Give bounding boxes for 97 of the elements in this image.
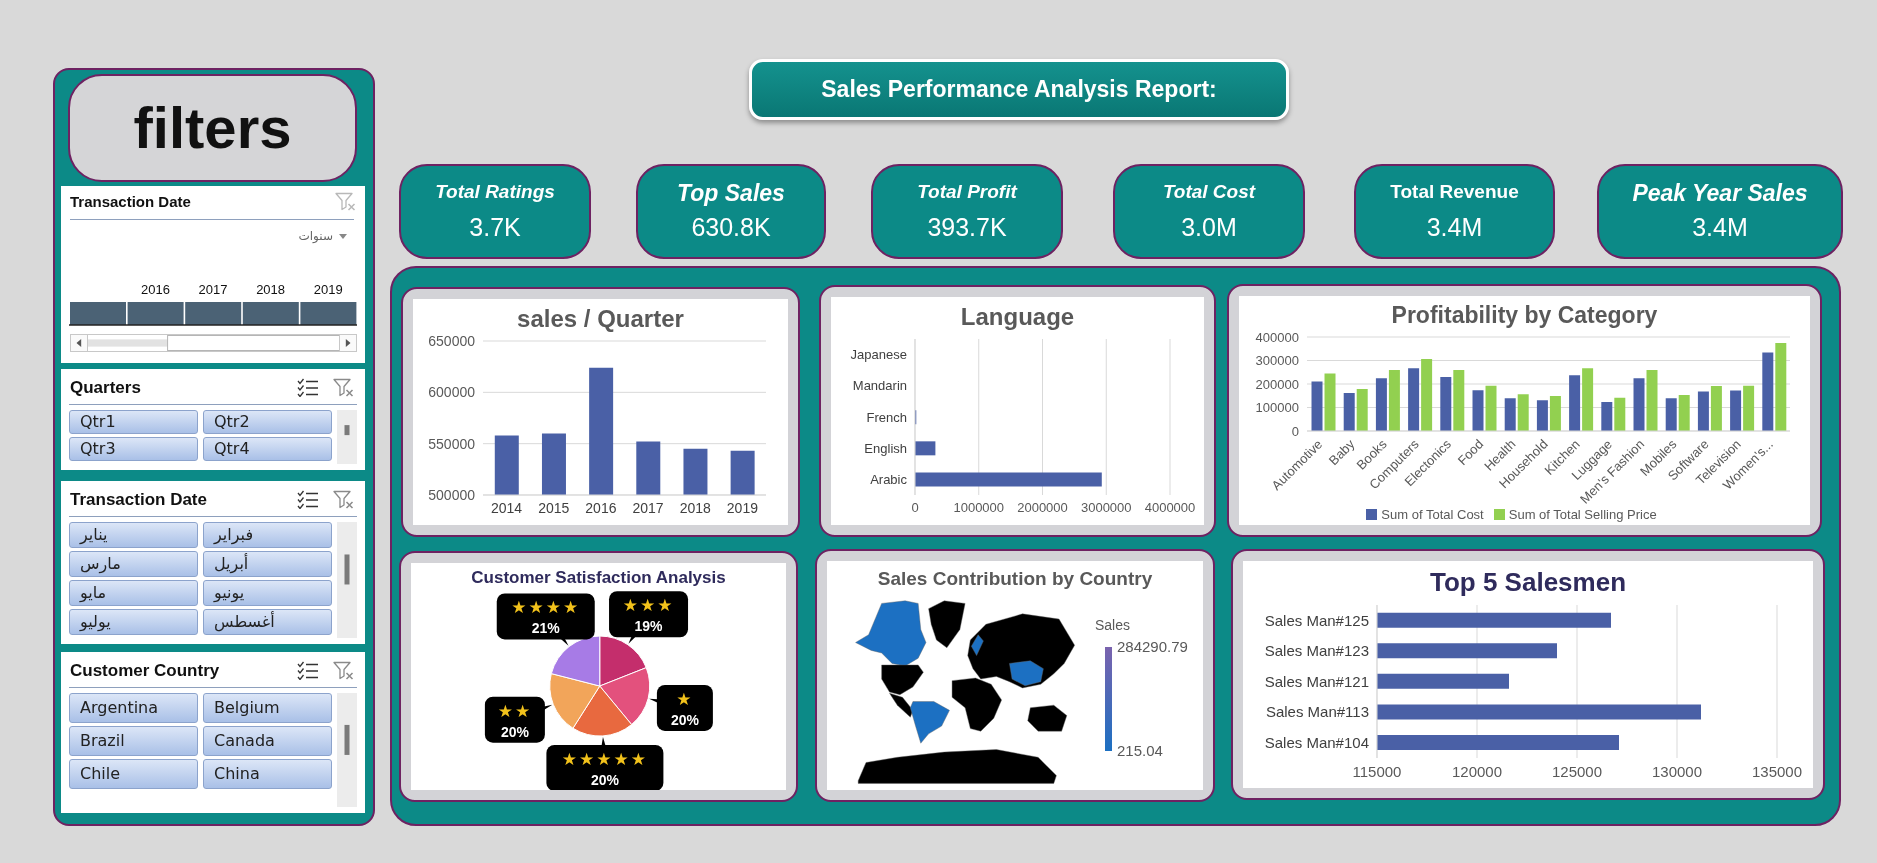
filter-button: Belgium bbox=[203, 693, 332, 723]
y-tick-label: Arabic bbox=[870, 472, 908, 488]
y-tick-label: Mandarin bbox=[852, 378, 907, 394]
text: Peak Year Sales bbox=[1631, 179, 1809, 208]
slice-label: ★★★ bbox=[622, 595, 675, 616]
text: filters bbox=[132, 94, 293, 162]
text: 284290.79 bbox=[1117, 637, 1189, 657]
chart-title: Language bbox=[959, 302, 1076, 332]
y-tick-label: Sales Man#123 bbox=[1264, 642, 1369, 660]
filter-button: يونيو bbox=[203, 580, 332, 606]
filter-button: Canada bbox=[203, 726, 332, 756]
text: 3.0M bbox=[1180, 212, 1238, 242]
slice-label: ★ bbox=[676, 688, 694, 709]
y-tick-label: 550000 bbox=[428, 435, 476, 452]
x-tick-label: 2019 bbox=[726, 499, 759, 516]
chart-title: sales / Quarter bbox=[517, 305, 684, 332]
x-tick-label: 2018 bbox=[679, 499, 712, 516]
y-tick-label: Sales Man#104 bbox=[1264, 734, 1369, 752]
data-label: 20% bbox=[500, 723, 530, 740]
filter-button: يناير bbox=[69, 522, 198, 548]
data-label: 19% bbox=[634, 618, 664, 635]
filter-button: Qtr4 bbox=[203, 437, 332, 461]
x-tick-label: 135000 bbox=[1751, 762, 1803, 780]
data-label: 21% bbox=[531, 620, 561, 637]
text: Transaction Date bbox=[70, 489, 208, 511]
filter-button: مايو bbox=[69, 580, 198, 606]
x-tick-label: 2016 bbox=[140, 282, 170, 297]
legend-label: Sum of Total Cost bbox=[1381, 507, 1484, 522]
y-tick-label: 400000 bbox=[1255, 329, 1299, 345]
text: 3.4M bbox=[1691, 212, 1749, 242]
filter-button: Brazil bbox=[69, 726, 198, 756]
text: 3.7K bbox=[468, 212, 522, 242]
filter-button: Qtr1 bbox=[69, 410, 198, 434]
y-tick-label: 650000 bbox=[428, 332, 476, 349]
text: Total Cost bbox=[1161, 180, 1257, 204]
x-tick-label: 2017 bbox=[632, 499, 664, 516]
y-tick-label: 300000 bbox=[1255, 353, 1299, 369]
slice-label: ★★ bbox=[497, 700, 533, 721]
x-tick-label: 3000000 bbox=[1080, 500, 1132, 516]
x-tick-label: 2017 bbox=[198, 282, 228, 297]
x-tick-label: 2014 bbox=[491, 499, 523, 516]
filter-button: Chile bbox=[69, 759, 198, 789]
x-tick-label: 115000 bbox=[1352, 762, 1402, 780]
legend-label: Sum of Total Selling Price bbox=[1508, 507, 1657, 522]
x-tick-label: 2019 bbox=[313, 282, 343, 297]
text: 3.4M bbox=[1425, 212, 1484, 242]
text: Quarters bbox=[70, 377, 142, 399]
text: Sales Performance Analysis Report: bbox=[752, 62, 1286, 117]
chart-title: Customer Satisfaction Analysis bbox=[470, 567, 727, 589]
data-label: 20% bbox=[590, 771, 620, 788]
y-tick-label: 0 bbox=[1291, 423, 1299, 439]
y-tick-label: 100000 bbox=[1255, 400, 1299, 416]
x-tick-label: 120000 bbox=[1451, 762, 1503, 780]
x-tick-label: 1000000 bbox=[953, 500, 1005, 516]
filter-button: يوليو bbox=[69, 609, 198, 635]
text: Total Profit bbox=[916, 180, 1019, 204]
chart-title: Transaction Date bbox=[70, 192, 192, 212]
text: Total Ratings bbox=[434, 180, 556, 204]
chart-subtitle: سنوات bbox=[297, 228, 333, 245]
y-tick-label: Japanese bbox=[850, 347, 907, 363]
x-tick-label: 125000 bbox=[1551, 762, 1603, 780]
y-tick-label: Sales Man#125 bbox=[1264, 611, 1369, 629]
text: Total Revenue bbox=[1389, 180, 1520, 204]
filter-button: فبراير bbox=[203, 522, 332, 548]
y-tick-label: 600000 bbox=[428, 384, 476, 401]
text: Customer Country bbox=[70, 660, 221, 682]
x-tick-label: 0 bbox=[911, 500, 919, 516]
filter-button: Qtr2 bbox=[203, 410, 332, 434]
text: 393.7K bbox=[926, 212, 1008, 242]
y-tick-label: French bbox=[866, 409, 907, 425]
data-label: 20% bbox=[670, 711, 700, 728]
slice-label: ★★★★ bbox=[511, 597, 581, 618]
y-tick-label: 500000 bbox=[428, 486, 476, 503]
text: Sales Contribution by Country bbox=[876, 567, 1154, 591]
y-tick-label: English bbox=[864, 440, 907, 456]
x-tick-label: 2016 bbox=[585, 499, 617, 516]
x-tick-label: 130000 bbox=[1651, 762, 1703, 780]
y-tick-label: Sales Man#121 bbox=[1264, 672, 1369, 690]
chart-title: Top 5 Salesmen bbox=[1429, 566, 1627, 599]
x-tick-label: 4000000 bbox=[1144, 500, 1196, 516]
filter-button: أبريل bbox=[203, 551, 332, 577]
filter-button: Qtr3 bbox=[69, 437, 198, 461]
y-tick-label: 200000 bbox=[1255, 376, 1299, 392]
color-bar-title: Sales bbox=[1095, 616, 1132, 635]
filter-button: مارس bbox=[69, 551, 198, 577]
filter-button: Argentina bbox=[69, 693, 198, 723]
x-tick-label: 2000000 bbox=[1017, 500, 1068, 516]
filter-button: أغسطس bbox=[203, 609, 332, 635]
chart-title: Profitability by Category bbox=[1391, 302, 1658, 328]
slice-label: ★★★★★ bbox=[561, 748, 648, 769]
text: 215.04 bbox=[1117, 741, 1164, 761]
y-tick-label: Sales Man#113 bbox=[1265, 703, 1369, 721]
filter-button: China bbox=[203, 759, 332, 789]
text: Top Sales bbox=[676, 179, 786, 208]
x-tick-label: 2015 bbox=[538, 499, 570, 516]
text: 630.8K bbox=[690, 212, 772, 242]
x-tick-label: 2018 bbox=[256, 282, 286, 297]
